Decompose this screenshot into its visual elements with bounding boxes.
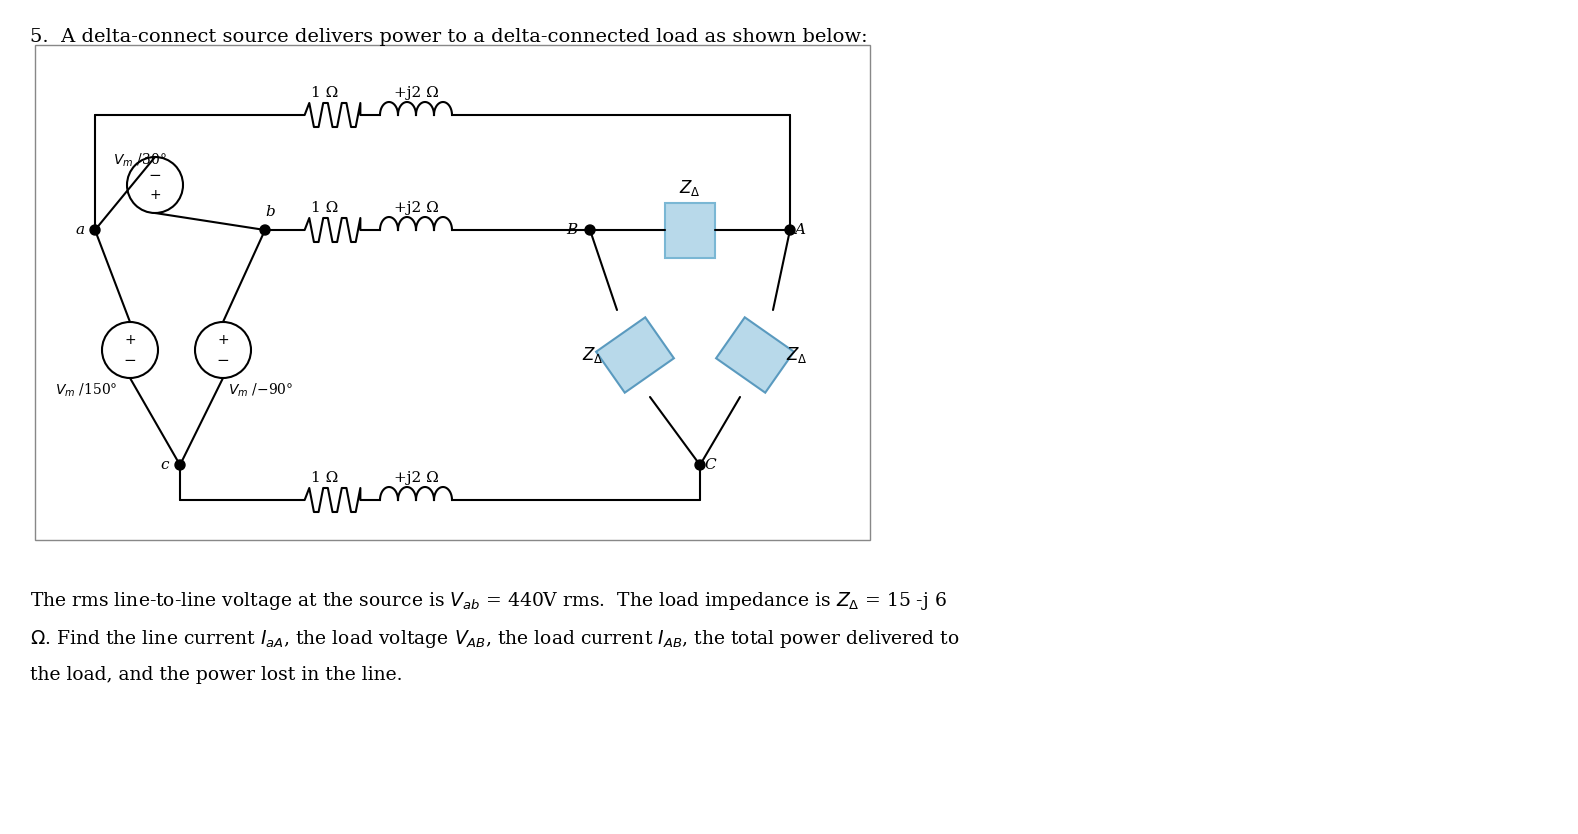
Circle shape [784,225,795,235]
Text: +: + [218,333,229,347]
Circle shape [260,225,270,235]
Polygon shape [596,317,674,393]
Text: B: B [567,223,578,237]
Circle shape [585,225,595,235]
Text: −: − [216,353,229,368]
Text: +: + [125,333,136,347]
Text: 5.  A delta-connect source delivers power to a delta-connected load as shown bel: 5. A delta-connect source delivers power… [30,28,868,46]
Text: $Z_\Delta$: $Z_\Delta$ [786,345,808,365]
Text: $Z_\Delta$: $Z_\Delta$ [582,345,604,365]
Text: b: b [265,205,275,219]
Text: $V_m$ /30°: $V_m$ /30° [114,151,167,168]
Text: The rms line-to-line voltage at the source is $V_{ab}$ = 440V rms.  The load imp: The rms line-to-line voltage at the sour… [30,590,947,612]
Text: +j2 Ω: +j2 Ω [393,201,439,215]
Bar [35,45,869,540]
Circle shape [126,157,183,213]
Text: $\Omega$. Find the line current $I_{aA}$, the load voltage $V_{AB}$, the load cu: $\Omega$. Find the line current $I_{aA}$… [30,628,959,650]
Text: $V_m$ /150°: $V_m$ /150° [55,381,117,399]
Text: −: − [123,353,136,368]
Text: the load, and the power lost in the line.: the load, and the power lost in the line… [30,666,402,684]
Text: A: A [794,223,805,237]
Text: −: − [148,168,161,183]
Bar [664,203,715,258]
Polygon shape [716,317,794,393]
Text: $Z_\Delta$: $Z_\Delta$ [679,178,701,198]
Text: 1 Ω: 1 Ω [311,471,339,485]
Text: c: c [161,458,169,472]
Text: 1 Ω: 1 Ω [311,86,339,100]
Circle shape [196,322,251,378]
Text: +j2 Ω: +j2 Ω [393,86,439,100]
Circle shape [103,322,158,378]
Text: $V_m$ /−90°: $V_m$ /−90° [227,381,294,399]
Text: +j2 Ω: +j2 Ω [393,471,439,485]
Circle shape [175,460,185,470]
Text: a: a [76,223,85,237]
Text: +: + [150,188,161,202]
Text: C: C [704,458,716,472]
Text: 1 Ω: 1 Ω [311,201,339,215]
Circle shape [90,225,99,235]
Circle shape [694,460,705,470]
